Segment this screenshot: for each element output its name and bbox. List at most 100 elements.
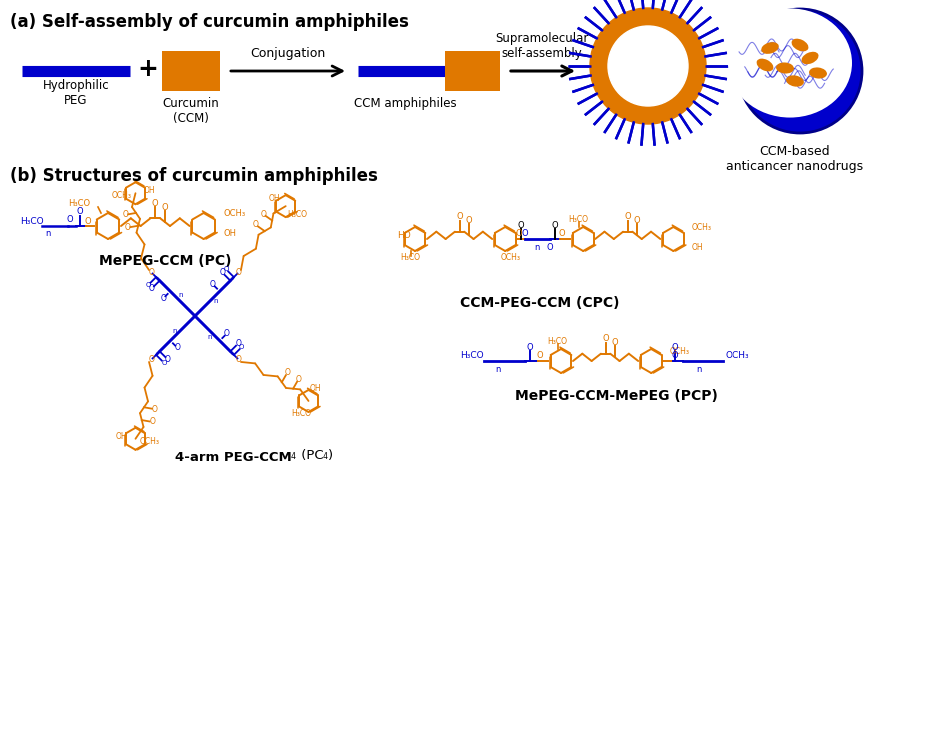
Text: O: O — [122, 211, 128, 219]
Text: OH: OH — [269, 194, 280, 202]
Text: MePEG-CCM-MePEG (PCP): MePEG-CCM-MePEG (PCP) — [515, 389, 718, 403]
Text: O: O — [559, 230, 566, 238]
Text: n: n — [534, 243, 540, 251]
Text: O: O — [67, 214, 73, 224]
Text: O: O — [633, 216, 641, 225]
Text: $_4$: $_4$ — [322, 451, 329, 463]
Ellipse shape — [757, 58, 773, 72]
Text: O: O — [552, 221, 558, 230]
Text: Hydrophilic
PEG: Hydrophilic PEG — [43, 79, 109, 107]
Text: O: O — [124, 223, 131, 232]
Text: (a) Self-assembly of curcumin amphiphiles: (a) Self-assembly of curcumin amphiphile… — [10, 13, 409, 31]
Text: H₃CO: H₃CO — [547, 336, 567, 346]
Text: O: O — [537, 352, 544, 360]
Text: O: O — [235, 339, 241, 348]
Text: H₃CO: H₃CO — [287, 210, 307, 219]
Text: CCM-based
anticancer nanodrugs: CCM-based anticancer nanodrugs — [726, 145, 864, 173]
Text: O: O — [547, 243, 554, 251]
Ellipse shape — [728, 9, 852, 118]
Ellipse shape — [792, 39, 808, 51]
Text: O: O — [624, 212, 631, 221]
Text: OCH₃: OCH₃ — [139, 436, 159, 446]
Text: O: O — [149, 284, 155, 293]
Bar — [162, 51, 220, 91]
Text: OCH₃: OCH₃ — [669, 346, 689, 355]
Text: OCH₃: OCH₃ — [223, 210, 245, 219]
Text: O: O — [260, 210, 266, 219]
Text: OH: OH — [144, 186, 155, 195]
Text: O: O — [161, 360, 167, 366]
Circle shape — [608, 26, 688, 106]
Text: n: n — [207, 333, 212, 339]
Ellipse shape — [776, 62, 794, 74]
Text: O: O — [148, 355, 154, 364]
Text: O: O — [518, 221, 524, 230]
Text: OH: OH — [116, 432, 128, 441]
Text: O: O — [152, 199, 158, 208]
Text: Conjugation: Conjugation — [250, 47, 326, 60]
Text: O: O — [145, 282, 151, 288]
Text: OCH₃: OCH₃ — [112, 191, 131, 200]
Text: CCM-PEG-CCM (CPC): CCM-PEG-CCM (CPC) — [460, 296, 619, 310]
Text: O: O — [152, 405, 157, 414]
Text: O: O — [236, 268, 242, 276]
Text: O: O — [284, 368, 290, 377]
Text: O: O — [219, 268, 226, 277]
Text: MePEG-CCM (PC): MePEG-CCM (PC) — [99, 254, 232, 268]
Text: O: O — [527, 343, 533, 352]
Text: OCH₃: OCH₃ — [725, 350, 749, 360]
Bar — [445, 51, 500, 91]
Text: O: O — [672, 352, 679, 360]
Text: O: O — [672, 343, 679, 352]
Text: O: O — [516, 230, 522, 238]
Text: Curcumin
(CCM): Curcumin (CCM) — [163, 97, 219, 125]
Text: (PC: (PC — [297, 449, 323, 462]
Text: H₃CO: H₃CO — [20, 216, 44, 225]
Text: (b) Structures of curcumin amphiphiles: (b) Structures of curcumin amphiphiles — [10, 167, 378, 185]
Text: O: O — [165, 355, 170, 363]
Text: n: n — [495, 365, 501, 374]
Text: H₃CO: H₃CO — [292, 409, 311, 417]
Text: O: O — [160, 294, 166, 303]
Text: OH: OH — [223, 230, 237, 238]
Text: +: + — [138, 57, 158, 81]
Text: O: O — [295, 375, 302, 384]
Text: OCH₃: OCH₃ — [692, 222, 711, 232]
Text: n: n — [213, 298, 218, 304]
Text: O: O — [223, 266, 229, 273]
Ellipse shape — [802, 52, 819, 64]
Text: HO: HO — [397, 230, 411, 240]
Text: O: O — [174, 344, 181, 352]
Text: n: n — [178, 292, 182, 298]
Text: O: O — [148, 268, 154, 276]
Text: O: O — [209, 280, 216, 289]
Text: O: O — [522, 230, 529, 238]
Ellipse shape — [761, 42, 779, 54]
Text: n: n — [696, 365, 702, 374]
Ellipse shape — [786, 75, 804, 87]
Text: O: O — [457, 212, 463, 221]
Text: O: O — [224, 329, 230, 338]
Text: Supramolecular
self-assembly: Supramolecular self-assembly — [495, 32, 589, 60]
Text: H₃CO: H₃CO — [68, 200, 90, 208]
Text: O: O — [84, 216, 92, 225]
Text: O: O — [77, 208, 83, 216]
Text: OCH₃: OCH₃ — [500, 252, 520, 262]
Text: O: O — [611, 338, 619, 346]
Text: H₃CO: H₃CO — [400, 252, 420, 262]
Text: $_4$: $_4$ — [290, 451, 296, 463]
Ellipse shape — [809, 67, 827, 78]
Text: OH: OH — [692, 243, 703, 251]
Text: n: n — [45, 229, 51, 238]
Text: ): ) — [328, 449, 333, 462]
Text: H₃CO: H₃CO — [460, 350, 483, 360]
Text: n: n — [172, 327, 177, 334]
Text: H₃CO: H₃CO — [569, 214, 588, 224]
Text: OH: OH — [309, 385, 321, 393]
Text: O: O — [162, 202, 169, 212]
Circle shape — [738, 9, 862, 133]
Text: O: O — [150, 417, 156, 426]
Text: O: O — [239, 344, 244, 350]
Text: O: O — [466, 216, 472, 225]
Text: 4-arm PEG-CCM: 4-arm PEG-CCM — [175, 451, 292, 464]
